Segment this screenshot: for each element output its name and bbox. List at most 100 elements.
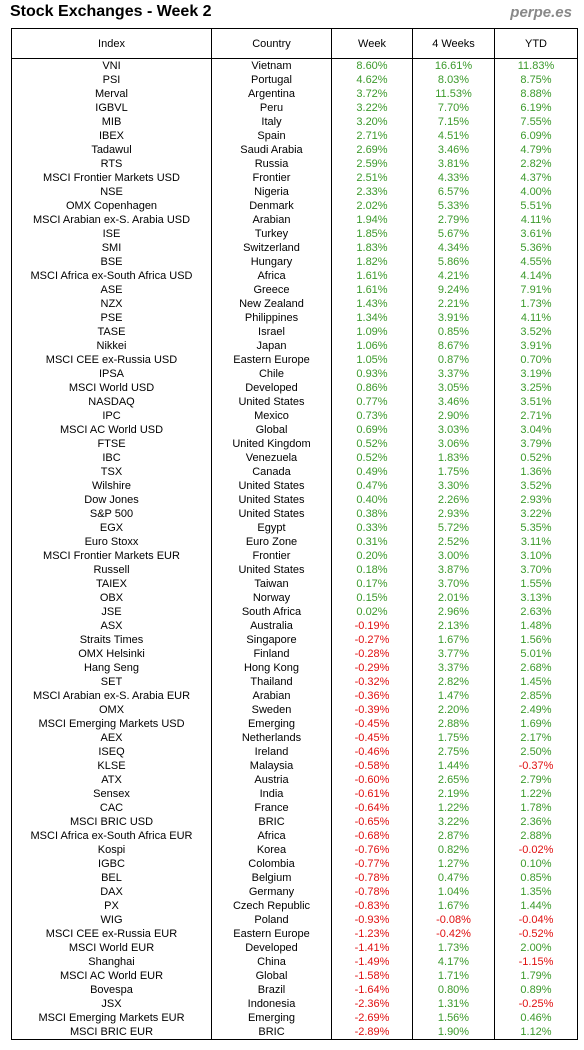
return-cell: 2.33% bbox=[331, 185, 413, 199]
country-cell: Russia bbox=[211, 157, 332, 171]
return-cell: 0.73% bbox=[331, 409, 413, 423]
return-cell: 3.10% bbox=[494, 549, 578, 563]
table-row: OBX Norway 0.15% 2.01% 3.13% bbox=[11, 591, 578, 605]
return-cell: -0.45% bbox=[331, 717, 413, 731]
index-cell: IGBVL bbox=[11, 101, 212, 115]
return-cell: 4.21% bbox=[412, 269, 495, 283]
table-row: MSCI Arabian ex-S. Arabia EUR Arabian -0.3… bbox=[11, 689, 578, 703]
country-cell: BRIC bbox=[211, 815, 332, 829]
column-header: 4 Weeks bbox=[412, 28, 495, 59]
country-cell: Arabian bbox=[211, 213, 332, 227]
return-cell: -2.89% bbox=[331, 1025, 413, 1040]
index-cell: TASE bbox=[11, 325, 212, 339]
index-cell: NSE bbox=[11, 185, 212, 199]
return-cell: 2.88% bbox=[494, 829, 578, 843]
return-cell: 4.14% bbox=[494, 269, 578, 283]
index-cell: Wilshire bbox=[11, 479, 212, 493]
country-cell: Czech Republic bbox=[211, 899, 332, 913]
return-cell: 0.86% bbox=[331, 381, 413, 395]
return-cell: -0.64% bbox=[331, 801, 413, 815]
table-row: Shanghai China -1.49% 4.17% -1.15% bbox=[11, 955, 578, 969]
return-cell: 1.04% bbox=[412, 885, 495, 899]
country-cell: Africa bbox=[211, 269, 332, 283]
index-cell: Dow Jones bbox=[11, 493, 212, 507]
country-cell: BRIC bbox=[211, 1025, 332, 1040]
return-cell: 0.52% bbox=[494, 451, 578, 465]
return-cell: 1.35% bbox=[494, 885, 578, 899]
return-cell: 11.83% bbox=[494, 58, 578, 73]
table-row: Kospi Korea -0.76% 0.82% -0.02% bbox=[11, 843, 578, 857]
header-row: Index Country Week 4 Weeks YTD bbox=[11, 28, 578, 59]
return-cell: 8.88% bbox=[494, 87, 578, 101]
table-row: JSE South Africa 0.02% 2.96% 2.63% bbox=[11, 605, 578, 619]
index-cell: ASE bbox=[11, 283, 212, 297]
return-cell: -0.36% bbox=[331, 689, 413, 703]
return-cell: 1.79% bbox=[494, 969, 578, 983]
return-cell: -0.61% bbox=[331, 787, 413, 801]
table-row: NZX New Zealand 1.43% 2.21% 1.73% bbox=[11, 297, 578, 311]
table-row: IPSA Chile 0.93% 3.37% 3.19% bbox=[11, 367, 578, 381]
return-cell: 0.15% bbox=[331, 591, 413, 605]
return-cell: 3.52% bbox=[494, 479, 578, 493]
index-cell: WIG bbox=[11, 913, 212, 927]
country-cell: Emerging bbox=[211, 717, 332, 731]
country-cell: Taiwan bbox=[211, 577, 332, 591]
index-cell: Russell bbox=[11, 563, 212, 577]
table-row: BSE Hungary 1.82% 5.86% 4.55% bbox=[11, 255, 578, 269]
return-cell: -1.64% bbox=[331, 983, 413, 997]
table-row: JSX Indonesia -2.36% 1.31% -0.25% bbox=[11, 997, 578, 1011]
return-cell: 0.46% bbox=[494, 1011, 578, 1025]
return-cell: 1.45% bbox=[494, 675, 578, 689]
return-cell: 1.83% bbox=[331, 241, 413, 255]
index-cell: MSCI Emerging Markets USD bbox=[11, 717, 212, 731]
index-cell: IBEX bbox=[11, 129, 212, 143]
country-cell: United States bbox=[211, 395, 332, 409]
return-cell: 5.36% bbox=[494, 241, 578, 255]
country-cell: South Africa bbox=[211, 605, 332, 619]
table-row: MSCI Emerging Markets EUR Emerging -2.69% 1… bbox=[11, 1011, 578, 1025]
return-cell: 3.79% bbox=[494, 437, 578, 451]
country-cell: Korea bbox=[211, 843, 332, 857]
column-header: Index bbox=[11, 28, 212, 59]
column-header: Week bbox=[331, 28, 413, 59]
return-cell: 2.52% bbox=[412, 535, 495, 549]
return-cell: 0.18% bbox=[331, 563, 413, 577]
country-cell: Malaysia bbox=[211, 759, 332, 773]
index-cell: MIB bbox=[11, 115, 212, 129]
return-cell: 5.51% bbox=[494, 199, 578, 213]
return-cell: 3.03% bbox=[412, 423, 495, 437]
table-row: Wilshire United States 0.47% 3.30% 3.52% bbox=[11, 479, 578, 493]
table-row: IGBC Colombia -0.77% 1.27% 0.10% bbox=[11, 857, 578, 871]
index-cell: OMX bbox=[11, 703, 212, 717]
table-body: VNI Vietnam 8.60% 16.61% 11.83% PSI Portugal 4.… bbox=[11, 58, 578, 1040]
country-cell: Israel bbox=[211, 325, 332, 339]
return-cell: 0.52% bbox=[331, 451, 413, 465]
return-cell: 4.34% bbox=[412, 241, 495, 255]
country-cell: Eastern Europe bbox=[211, 353, 332, 367]
return-cell: 1.71% bbox=[412, 969, 495, 983]
return-cell: -0.32% bbox=[331, 675, 413, 689]
index-cell: MSCI World USD bbox=[11, 381, 212, 395]
return-cell: 1.22% bbox=[412, 801, 495, 815]
return-cell: 1.73% bbox=[494, 297, 578, 311]
return-cell: 1.67% bbox=[412, 633, 495, 647]
table-row: Merval Argentina 3.72% 11.53% 8.88% bbox=[11, 87, 578, 101]
return-cell: 2.49% bbox=[494, 703, 578, 717]
table-row: MSCI BRIC EUR BRIC -2.89% 1.90% 1.12% bbox=[11, 1025, 578, 1040]
table-row: FTSE United Kingdom 0.52% 3.06% 3.79% bbox=[11, 437, 578, 451]
index-cell: JSX bbox=[11, 997, 212, 1011]
return-cell: -0.19% bbox=[331, 619, 413, 633]
index-cell: BSE bbox=[11, 255, 212, 269]
index-cell: PX bbox=[11, 899, 212, 913]
return-cell: 3.91% bbox=[412, 311, 495, 325]
return-cell: 6.19% bbox=[494, 101, 578, 115]
return-cell: 2.79% bbox=[412, 213, 495, 227]
index-cell: Kospi bbox=[11, 843, 212, 857]
country-cell: Frontier bbox=[211, 171, 332, 185]
country-cell: Sweden bbox=[211, 703, 332, 717]
return-cell: -0.02% bbox=[494, 843, 578, 857]
index-cell: OMX Copenhagen bbox=[11, 199, 212, 213]
return-cell: 2.85% bbox=[494, 689, 578, 703]
return-cell: 0.38% bbox=[331, 507, 413, 521]
index-cell: MSCI World EUR bbox=[11, 941, 212, 955]
